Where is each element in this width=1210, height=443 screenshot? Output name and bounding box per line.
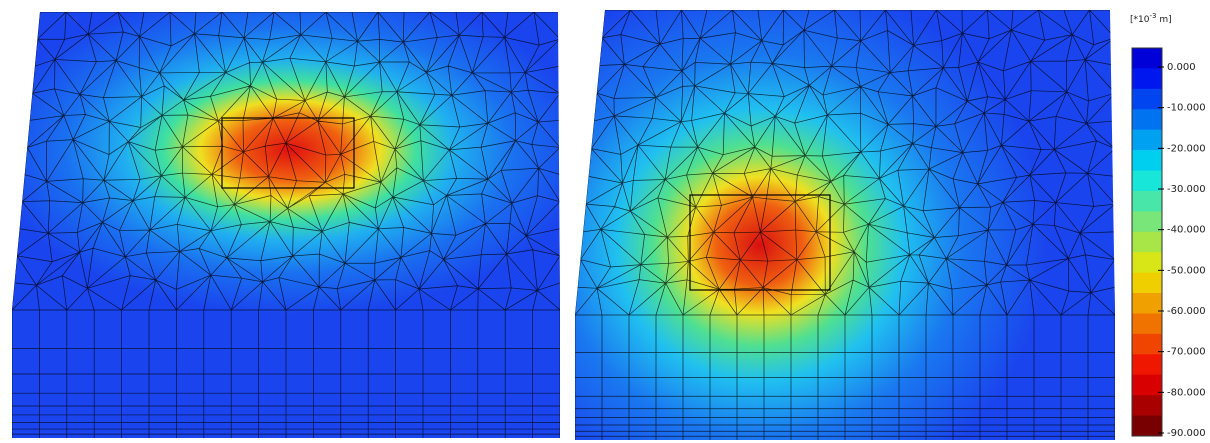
legend-label: -60.000 [1167,306,1206,317]
legend-band [1132,130,1162,151]
legend-band [1132,313,1162,334]
right-model [575,10,1115,440]
legend-band [1132,171,1162,192]
legend-label: 0.000 [1167,62,1196,73]
legend-band [1132,211,1162,232]
legend-label: -20.000 [1167,143,1206,154]
legend-band [1132,191,1162,212]
legend-label: -40.000 [1167,225,1206,236]
legend-band [1132,48,1162,69]
legend-label: -10.000 [1167,103,1206,114]
legend-band [1132,334,1162,355]
screenshot: [*10-3 m] 0.000 -10.000 -20.000 -30.000 -40.… [0,0,1210,443]
legend-label: -90.000 [1167,428,1206,439]
legend-band [1132,375,1162,396]
legend-band [1132,293,1162,314]
legend-band [1132,273,1162,294]
legend-band [1132,395,1162,416]
legend-label: -30.000 [1167,184,1206,195]
legend-band [1132,68,1162,89]
legend-band [1132,416,1162,437]
legend-label: -70.000 [1167,347,1206,358]
legend-band [1132,150,1162,171]
legend-band [1132,89,1162,110]
legend: [*10-3 m] 0.000 -10.000 -20.000 -30.000 -40.… [1130,12,1206,439]
legend-label: -50.000 [1167,265,1206,276]
legend-unit: [*10-3 m] [1130,12,1172,25]
legend-band [1132,232,1162,253]
legend-label: -80.000 [1167,387,1206,398]
legend-band [1132,354,1162,375]
legend-band [1132,252,1162,273]
left-model [12,12,560,438]
legend-band [1132,109,1162,130]
